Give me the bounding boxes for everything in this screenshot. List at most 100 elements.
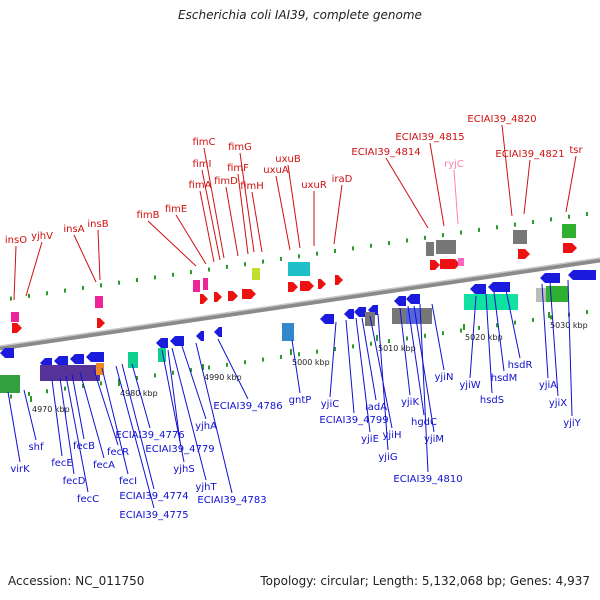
- gene-block: [158, 348, 166, 362]
- leader-line: [65, 375, 89, 493]
- lane-tick-lower: [496, 323, 498, 328]
- gene-label-fimB: fimB: [137, 210, 160, 221]
- forward-gene-arrow: [288, 282, 298, 292]
- reverse-gene-arrow: [70, 354, 84, 364]
- leader-line: [505, 289, 521, 359]
- gene-label-virK: virK: [10, 464, 30, 475]
- leader-line: [217, 338, 249, 400]
- leader-line: [121, 363, 155, 490]
- leader-line: [13, 245, 17, 301]
- reverse-gene-arrow: [488, 282, 510, 292]
- gene-label-fimC: fimC: [192, 137, 215, 148]
- gene-label-yjiG: yjiG: [378, 452, 397, 463]
- scale-label: 5000 kbp: [292, 358, 330, 367]
- gene-label-ECIAI39_4786: ECIAI39_4786: [213, 401, 282, 412]
- lane-tick-upper: [442, 233, 444, 238]
- leader-line: [251, 191, 263, 253]
- gene-label-yjiY: yjiY: [563, 418, 581, 429]
- gene-label-fimD: fimD: [214, 176, 238, 187]
- reverse-gene-arrow: [320, 314, 334, 324]
- leader-line: [377, 313, 389, 451]
- gene-block: [546, 286, 568, 302]
- lane-tick-lower: [82, 383, 84, 388]
- forward-gene-arrow: [200, 294, 208, 304]
- lane-tick-lower: [316, 349, 318, 354]
- lane-tick-upper: [136, 278, 138, 283]
- gene-label-yjhT: yjhT: [195, 482, 217, 493]
- gene-block: [436, 240, 456, 254]
- accession-label: Accession: NC_011750: [8, 574, 145, 588]
- map-title: Escherichia coli IAI39, complete genome: [178, 8, 422, 22]
- scale-tick: [463, 324, 465, 330]
- lane-tick-lower: [370, 341, 372, 346]
- lane-tick-upper: [496, 225, 498, 230]
- reverse-gene-arrow: [354, 307, 366, 317]
- gene-block: [282, 323, 294, 341]
- gene-label-tsr: tsr: [569, 145, 583, 156]
- topology-label: Topology: circular; Length: 5,132,068 bp…: [260, 574, 590, 588]
- gene-block: [536, 288, 546, 302]
- forward-gene-arrow: [97, 318, 105, 328]
- gene-label-ECIAI39_4775: ECIAI39_4775: [119, 510, 188, 521]
- lane-tick-upper: [316, 251, 318, 256]
- gene-label-uxuB: uxuB: [275, 154, 301, 165]
- lane-tick-upper: [208, 267, 210, 272]
- genome-backbone: [0, 257, 600, 351]
- leader-line: [93, 369, 119, 446]
- leader-line: [71, 373, 85, 440]
- gene-label-ECIAI39_4774: ECIAI39_4774: [119, 491, 188, 502]
- leader-line: [201, 169, 221, 261]
- leader-line: [329, 321, 337, 398]
- lane-tick-upper: [370, 243, 372, 248]
- gene-block: [365, 312, 375, 326]
- leader-line: [239, 152, 255, 253]
- reverse-gene-arrow: [196, 331, 204, 341]
- gene-label-yjiX: yjiX: [549, 398, 567, 409]
- lane-tick-lower: [424, 333, 426, 338]
- reverse-gene-arrow: [470, 284, 486, 294]
- reverse-gene-arrow: [540, 273, 560, 283]
- gene-label-fecA: fecA: [93, 460, 115, 471]
- gene-label-fecB: fecB: [73, 441, 95, 452]
- gene-label-yjhA: yjhA: [195, 421, 217, 432]
- leader-line: [429, 142, 445, 227]
- gene-block: [193, 280, 200, 292]
- gene-label-fimI: fimI: [193, 159, 212, 170]
- lane-tick-upper: [100, 283, 102, 288]
- leader-line: [485, 293, 493, 394]
- gene-label-ryjC: ryjC: [444, 159, 464, 170]
- lane-tick-lower: [514, 320, 516, 325]
- gene-label-insB: insB: [87, 219, 108, 230]
- leader-line: [147, 220, 197, 267]
- lane-tick-upper: [388, 241, 390, 246]
- forward-gene-arrow: [563, 243, 577, 253]
- gene-label-yjhS: yjhS: [173, 464, 194, 475]
- gene-label-yjhV: yjhV: [31, 231, 53, 242]
- gene-label-ECIAI39_4815: ECIAI39_4815: [395, 132, 464, 143]
- lane-tick-lower: [262, 357, 264, 362]
- scale-label: 4990 kbp: [204, 373, 242, 382]
- reverse-gene-arrow: [214, 327, 222, 337]
- leader-line: [493, 291, 505, 372]
- leader-line: [413, 305, 435, 433]
- gene-label-ECIAI39_4810: ECIAI39_4810: [393, 474, 462, 485]
- leader-line: [501, 124, 513, 217]
- reverse-gene-arrow: [344, 309, 354, 319]
- reverse-gene-arrow: [406, 294, 420, 304]
- leader-line: [51, 379, 63, 457]
- gene-block: [96, 363, 104, 375]
- leader-line: [565, 155, 577, 213]
- leader-line: [523, 159, 531, 215]
- lane-tick-lower: [136, 376, 138, 381]
- scale-label: 4980 kbp: [120, 389, 158, 398]
- gene-block: [0, 375, 20, 393]
- gene-label-yjiH: yjiH: [383, 430, 402, 441]
- gene-block: [252, 268, 260, 280]
- forward-gene-arrow: [242, 289, 256, 299]
- forward-gene-arrow: [518, 249, 530, 259]
- gene-label-yjiA: yjiA: [539, 380, 557, 391]
- gene-block: [562, 224, 576, 238]
- gene-label-hgdC: hgdC: [411, 417, 437, 428]
